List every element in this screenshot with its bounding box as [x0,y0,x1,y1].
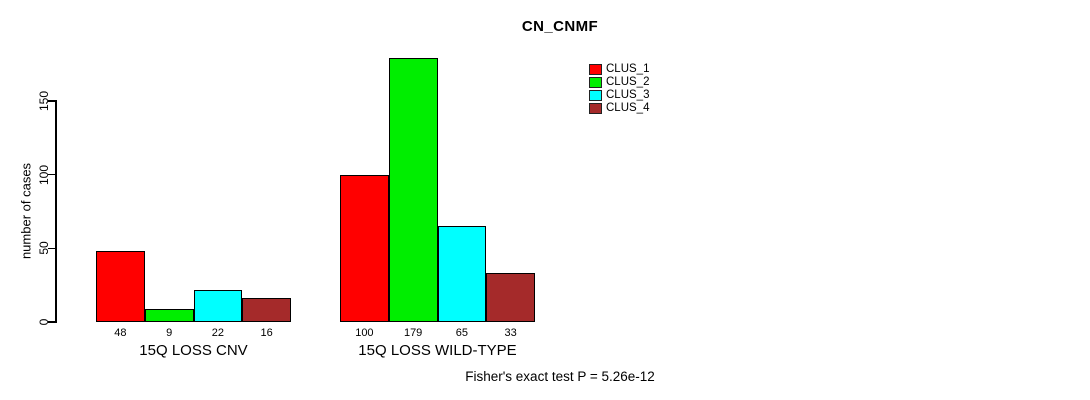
legend-item-clus_1: CLUS_1 [589,63,649,76]
legend-swatch-clus_1 [589,64,602,75]
y-axis-tick-label: 0 [37,318,51,326]
bar-value-label: 16 [260,327,273,339]
legend-item-clus_3: CLUS_3 [589,89,649,102]
bar-value-label: 179 [403,327,423,339]
bar-value-label: 48 [114,327,127,339]
y-axis-tick [48,173,55,176]
x-axis-group-label: 15Q LOSS CNV [139,342,248,359]
legend-label: CLUS_3 [606,89,650,101]
bar-clus_4-group1 [242,298,291,322]
bar-clus_1-group1 [96,251,145,322]
legend-swatch-clus_2 [589,77,602,88]
legend-item-clus_4: CLUS_4 [589,102,649,115]
chart-title: CN_CNMF [521,18,599,35]
bar-value-label: 65 [455,327,468,339]
y-axis-tick-label: 150 [37,90,51,112]
bar-clus_4-group2 [486,273,535,322]
bar-clus_2-group1 [144,308,194,322]
legend-swatch-clus_4 [589,103,602,114]
legend-item-clus_2: CLUS_2 [589,76,649,89]
bar-value-label: 33 [504,327,517,339]
annotation-text: Fisher's exact test P = 5.26e-12 [465,369,655,384]
bar-clus_1-group2 [340,174,389,322]
legend: CLUS_1 CLUS_2 CLUS_3 CLUS_4 [589,63,649,115]
legend-label: CLUS_1 [606,63,650,75]
bar-value-label: 9 [166,327,173,339]
legend-label: CLUS_4 [606,102,650,114]
y-axis-label: number of cases [18,162,34,260]
x-axis-group-label: 15Q LOSS WILD-TYPE [358,342,517,359]
legend-swatch-clus_3 [589,90,602,101]
bar-clus_3-group1 [193,289,243,322]
bar-value-label: 100 [355,327,374,339]
y-axis-tick [48,100,55,102]
y-axis-tick-label: 50 [37,241,51,256]
y-axis-tick [48,247,55,250]
bar-value-label: 22 [211,327,224,339]
bar-clus_3-group2 [437,226,487,322]
y-axis-line [55,100,57,323]
bar-clus_2-group2 [388,58,438,322]
y-axis-tick-label: 100 [37,164,51,185]
legend-label: CLUS_2 [606,76,650,88]
y-axis-tick [48,321,55,323]
